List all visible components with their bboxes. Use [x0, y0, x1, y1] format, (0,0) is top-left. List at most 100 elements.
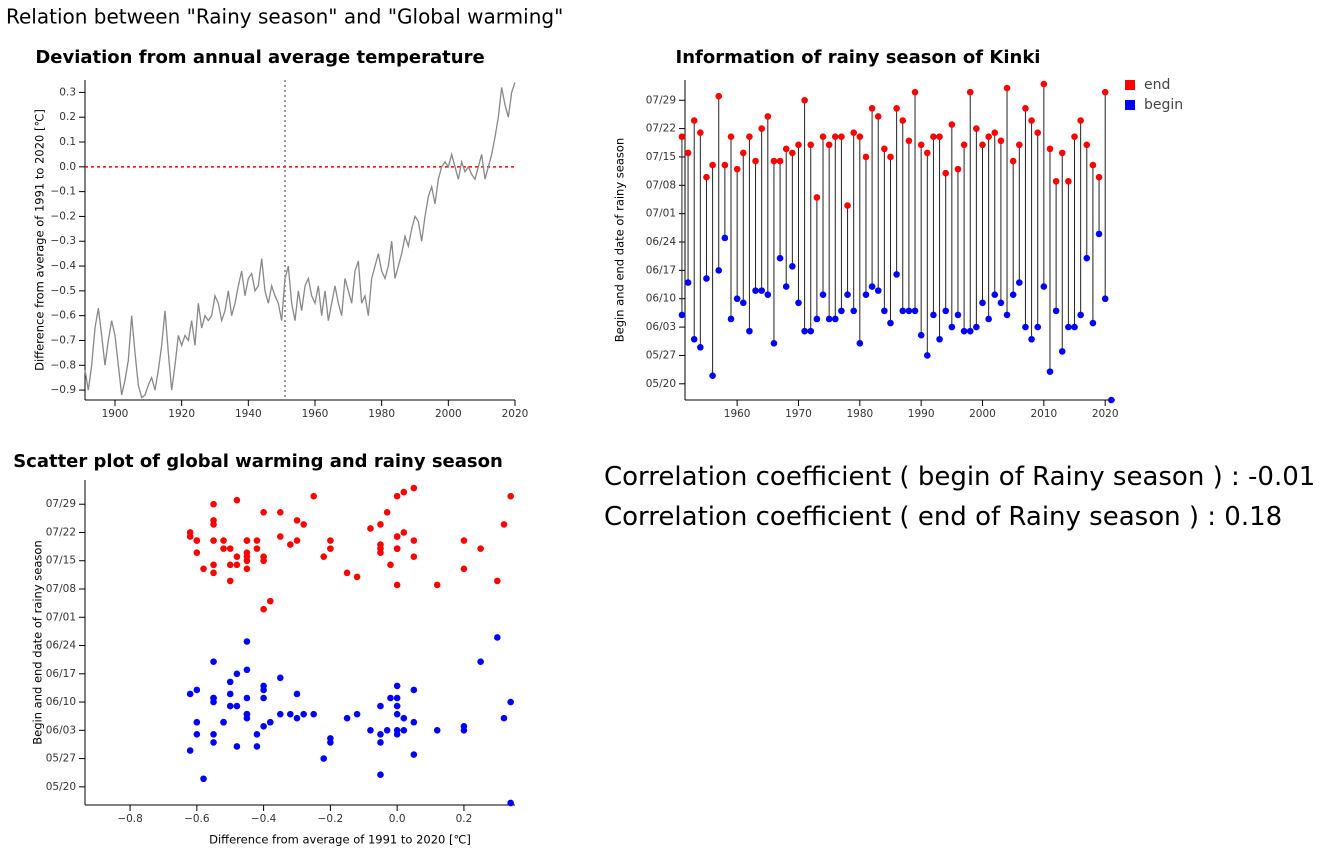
y-tick-label: 06/24 [46, 640, 77, 652]
data-point [807, 327, 815, 335]
y-tick-label: −0.6 [51, 310, 77, 322]
data-point [703, 275, 710, 282]
data-point [343, 714, 351, 722]
data-point [243, 666, 251, 674]
y-tick-label: 07/15 [46, 555, 76, 567]
data-point [825, 141, 833, 149]
data-point [831, 133, 839, 141]
data-point [220, 537, 227, 544]
data-point [1034, 323, 1042, 331]
data-point [287, 541, 294, 548]
data-point [948, 323, 956, 331]
data-point [966, 327, 974, 335]
y-tick-label: 06/03 [646, 321, 676, 333]
data-point [1083, 254, 1091, 262]
data-point [393, 702, 401, 710]
data-point [973, 323, 980, 331]
data-point [1095, 230, 1103, 238]
data-point [393, 694, 401, 702]
data-point [1077, 117, 1084, 124]
y-tick-label: 0.1 [59, 136, 76, 148]
data-point [899, 117, 907, 124]
y-tick-label: 07/08 [46, 583, 76, 595]
data-point [460, 722, 468, 730]
x-tick-label: 1970 [785, 408, 812, 420]
y-tick-label: 06/10 [46, 696, 76, 708]
data-point [979, 299, 986, 307]
data-point [277, 674, 284, 682]
data-point [905, 137, 913, 145]
data-point [690, 335, 698, 343]
data-point [923, 352, 931, 359]
data-point [1089, 319, 1097, 327]
data-point [856, 133, 864, 141]
data-point [400, 714, 408, 722]
data-point [367, 727, 374, 734]
page-title: Relation between "Rainy season" and "Glo… [6, 5, 563, 29]
chart-title: Scatter plot of global warming and rainy… [13, 451, 503, 472]
x-tick-label: 1980 [846, 408, 873, 420]
data-point [226, 545, 234, 552]
data-point [507, 799, 514, 807]
x-tick-label: −0.8 [117, 813, 143, 825]
data-point [253, 545, 261, 552]
data-point [266, 718, 274, 726]
correlation-end: Correlation coefficient ( end of Rainy s… [604, 502, 1282, 532]
data-point [393, 533, 401, 540]
data-point [1058, 149, 1066, 157]
data-point [260, 605, 267, 613]
data-point [200, 775, 207, 783]
data-point [813, 315, 821, 323]
data-point [1071, 133, 1078, 141]
data-point [433, 727, 441, 734]
data-point [400, 529, 408, 536]
data-point [881, 145, 888, 153]
y-tick-label: 05/20 [46, 781, 76, 793]
data-point [752, 157, 759, 165]
data-point [862, 291, 870, 298]
data-point [393, 682, 401, 690]
data-point [825, 315, 833, 323]
data-point [1101, 88, 1109, 96]
data-point [923, 149, 931, 157]
y-tick-label: 06/10 [646, 293, 676, 305]
data-point [193, 731, 201, 738]
data-point [377, 702, 384, 710]
y-tick-label: −0.9 [51, 384, 77, 396]
data-point [210, 658, 217, 665]
data-point [770, 157, 778, 165]
data-point [410, 686, 418, 694]
x-tick-label: 2020 [1092, 408, 1119, 420]
data-point [193, 686, 201, 694]
data-point [819, 133, 827, 141]
data-point [997, 299, 1005, 307]
data-point [954, 311, 962, 319]
data-point [1028, 335, 1035, 343]
data-point [353, 573, 361, 581]
x-tick-label: 0.0 [389, 813, 406, 825]
x-tick-label: 2000 [435, 408, 462, 420]
data-point [277, 508, 284, 516]
data-point [801, 96, 808, 104]
data-point [709, 161, 716, 169]
data-point [494, 577, 501, 585]
data-point [393, 545, 401, 552]
data-point [862, 153, 870, 161]
y-tick-label: −0.5 [51, 285, 77, 297]
data-point [210, 731, 217, 738]
data-point [715, 92, 723, 100]
data-point [813, 194, 821, 201]
data-point [260, 722, 267, 730]
data-point [220, 718, 227, 726]
data-point [887, 153, 894, 161]
data-point [1022, 105, 1029, 112]
data-point [293, 714, 301, 722]
data-point [733, 295, 741, 303]
data-point [801, 327, 808, 335]
data-point [1003, 311, 1011, 319]
y-tick-label: 05/20 [646, 378, 676, 390]
legend-label: end [1144, 77, 1170, 93]
data-point [293, 537, 301, 544]
data-point [844, 202, 851, 209]
